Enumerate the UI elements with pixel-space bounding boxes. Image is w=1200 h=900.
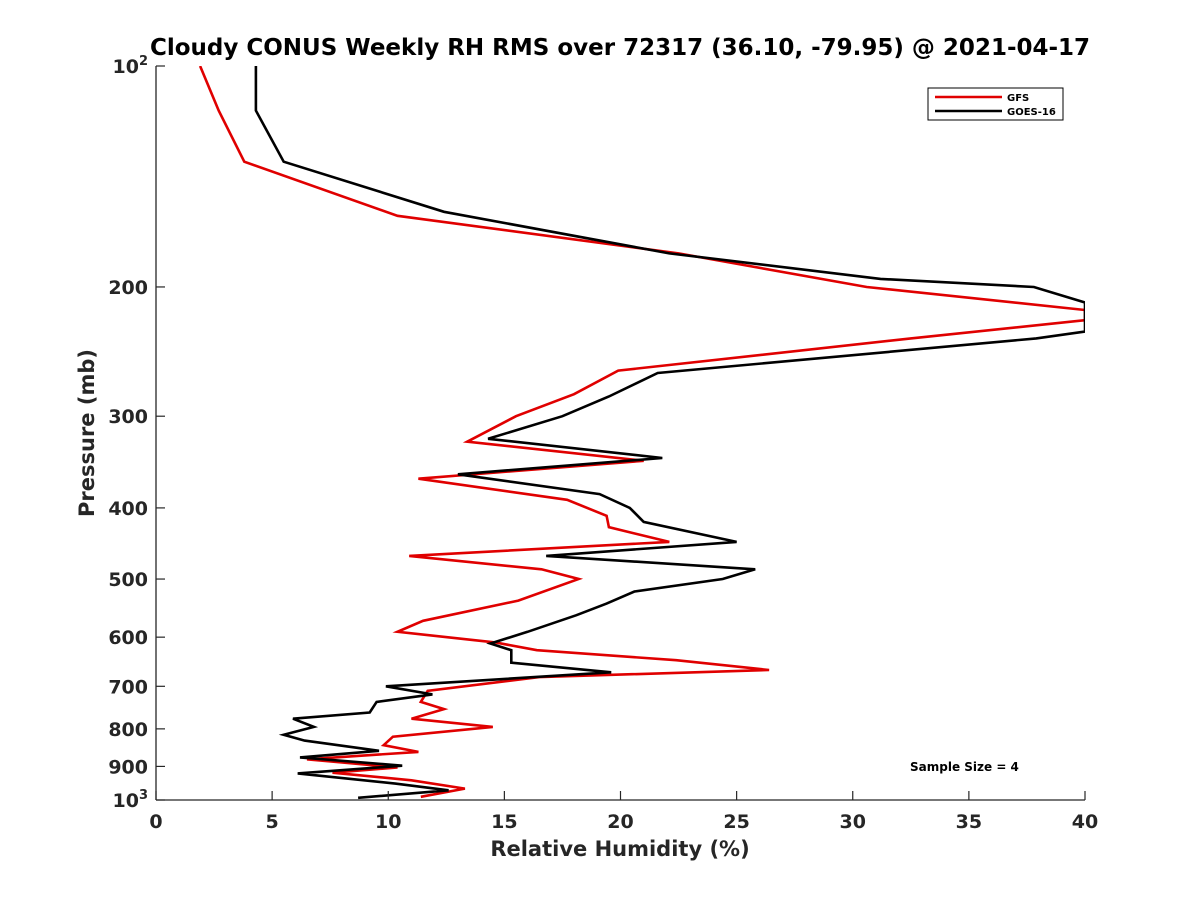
y-tick-label: 700 xyxy=(108,676,148,698)
x-axis-label: Relative Humidity (%) xyxy=(490,837,749,861)
x-tick-label: 25 xyxy=(723,811,749,833)
y-tick-label: 900 xyxy=(108,756,148,778)
y-ticks: 102 200 300 400 500 600 700 800 900 103 xyxy=(108,54,165,812)
legend-label-goes16: GOES-16 xyxy=(1007,107,1056,118)
series-layer xyxy=(198,66,1085,800)
y-tick-label: 300 xyxy=(108,406,148,428)
plot-area xyxy=(156,66,1085,800)
sample-size-annotation: Sample Size = 4 xyxy=(910,760,1019,774)
x-tick-label: 5 xyxy=(266,811,279,833)
x-tick-label: 15 xyxy=(491,811,517,833)
x-ticks: 0 5 10 15 20 25 30 35 40 xyxy=(149,791,1098,833)
series-line-goes16 xyxy=(254,66,1085,800)
legend-label-gfs: GFS xyxy=(1007,93,1029,104)
series-line-gfs xyxy=(198,66,1085,799)
y-tick-label: 800 xyxy=(108,719,148,741)
legend-box xyxy=(927,87,1064,121)
x-tick-label: 10 xyxy=(375,811,401,833)
x-tick-label: 30 xyxy=(840,811,866,833)
y-tick-label: 103 xyxy=(113,788,149,812)
x-tick-label: 35 xyxy=(956,811,982,833)
chart-title: Cloudy CONUS Weekly RH RMS over 72317 (3… xyxy=(150,35,1090,61)
x-tick-label: 20 xyxy=(607,811,633,833)
y-tick-label: 600 xyxy=(108,627,148,649)
y-tick-label: 200 xyxy=(108,277,148,299)
y-tick-label: 500 xyxy=(108,569,148,591)
y-tick-label: 102 xyxy=(113,54,149,78)
x-tick-label: 40 xyxy=(1072,811,1098,833)
y-tick-label: 400 xyxy=(108,498,148,520)
x-tick-label: 0 xyxy=(149,811,162,833)
y-axis-label: Pressure (mb) xyxy=(75,349,99,517)
legend: GFS GOES-16 xyxy=(927,87,1064,121)
